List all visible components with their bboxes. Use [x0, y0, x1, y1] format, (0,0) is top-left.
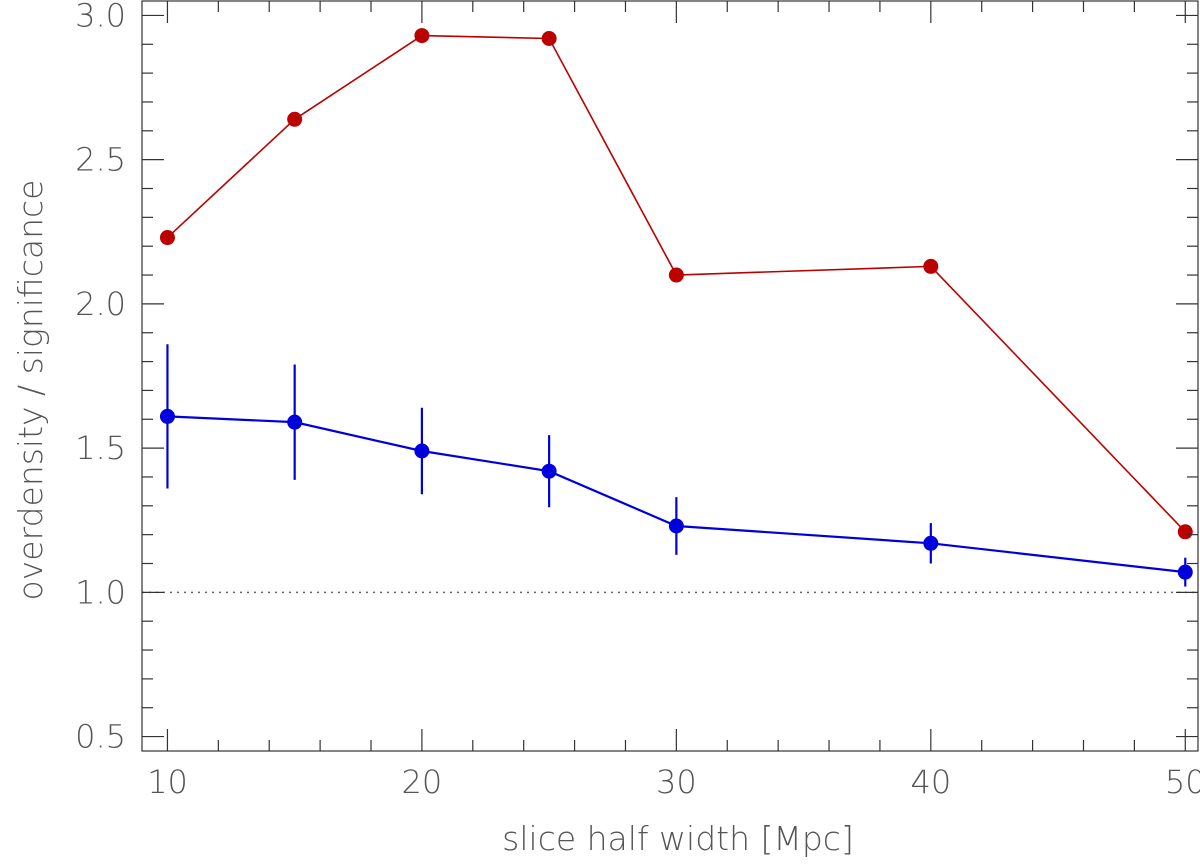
data-point [1177, 524, 1193, 540]
x-tick-label: 20 [402, 763, 443, 801]
data-point [414, 28, 430, 44]
data-point [1177, 564, 1193, 580]
data-point [159, 230, 175, 246]
data-point [668, 267, 684, 283]
series-layer [159, 28, 1193, 587]
data-point [541, 463, 557, 479]
series-2 [159, 344, 1193, 587]
series-line [166, 34, 1186, 533]
y-tick-label: 3.0 [75, 0, 126, 34]
data-point [159, 408, 175, 424]
data-point [287, 111, 303, 127]
data-point [414, 443, 430, 459]
x-tick-label: 30 [656, 763, 697, 801]
axis-ticks [142, 1, 1198, 751]
data-point [923, 535, 939, 551]
x-tick-label: 10 [147, 763, 188, 801]
x-tick-label: 50 [1165, 763, 1200, 801]
y-axis-title: overdensity / significance [11, 180, 50, 601]
plot-frame [141, 0, 1199, 752]
x-tick-label: 40 [910, 763, 951, 801]
data-point [287, 414, 303, 430]
data-point [541, 31, 557, 46]
y-tick-label: 1.5 [75, 429, 126, 467]
data-point [668, 518, 684, 534]
y-tick-label: 0.5 [75, 718, 126, 756]
y-tick-label: 1.0 [75, 573, 126, 611]
series-1 [159, 28, 1193, 540]
y-tick-label: 2.5 [75, 141, 126, 179]
data-point [923, 258, 939, 274]
axis-tick-labels: 10 20 30 40 50 0.5 1.0 1.5 2.0 2.5 3.0 [75, 0, 1200, 801]
x-axis-title: slice half width [Mpc] [502, 819, 854, 858]
y-tick-label: 2.0 [75, 285, 126, 323]
